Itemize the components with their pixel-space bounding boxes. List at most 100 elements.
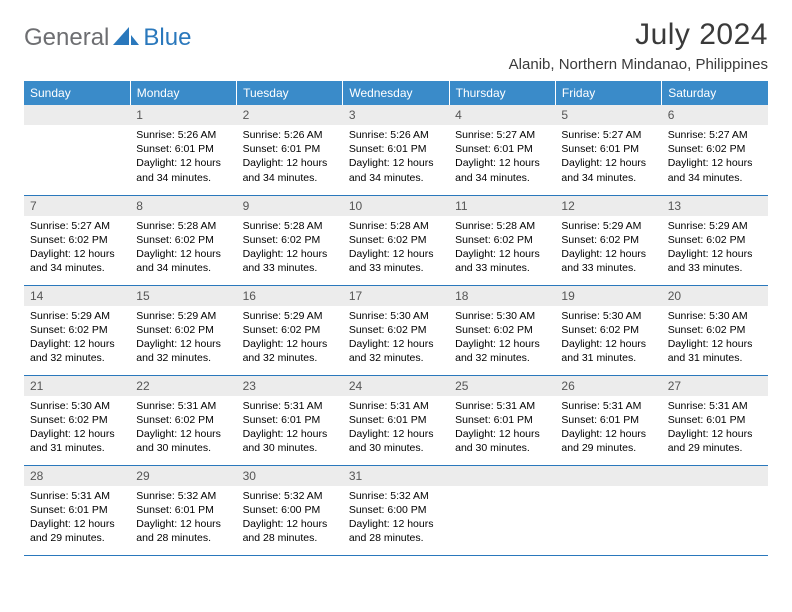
- sunset-text: Sunset: 6:02 PM: [136, 323, 230, 337]
- day-number: 1: [130, 105, 236, 125]
- calendar-page: General Blue July 2024 Alanib, Northern …: [0, 0, 792, 572]
- day-number: [24, 105, 130, 125]
- sunrise-text: Sunrise: 5:31 AM: [561, 399, 655, 413]
- sunrise-text: Sunrise: 5:28 AM: [455, 219, 549, 233]
- day-details: Sunrise: 5:30 AMSunset: 6:02 PMDaylight:…: [24, 396, 130, 462]
- day-details: Sunrise: 5:31 AMSunset: 6:01 PMDaylight:…: [662, 396, 768, 462]
- sunset-text: Sunset: 6:02 PM: [30, 413, 124, 427]
- sunset-text: Sunset: 6:02 PM: [243, 323, 337, 337]
- daylight-text: Daylight: 12 hours and 34 minutes.: [349, 156, 443, 184]
- day-details: Sunrise: 5:26 AMSunset: 6:01 PMDaylight:…: [237, 125, 343, 191]
- day-number: [555, 466, 661, 486]
- daylight-text: Daylight: 12 hours and 33 minutes.: [243, 247, 337, 275]
- sunset-text: Sunset: 6:02 PM: [561, 323, 655, 337]
- day-details: Sunrise: 5:29 AMSunset: 6:02 PMDaylight:…: [662, 216, 768, 282]
- day-number: 10: [343, 196, 449, 216]
- sunset-text: Sunset: 6:02 PM: [30, 233, 124, 247]
- weekday-header: Saturday: [662, 81, 768, 105]
- sunrise-text: Sunrise: 5:26 AM: [243, 128, 337, 142]
- calendar-day-cell: 5Sunrise: 5:27 AMSunset: 6:01 PMDaylight…: [555, 105, 661, 195]
- calendar-week-row: 14Sunrise: 5:29 AMSunset: 6:02 PMDayligh…: [24, 285, 768, 375]
- logo-text-blue: Blue: [143, 24, 191, 52]
- daylight-text: Daylight: 12 hours and 34 minutes.: [136, 247, 230, 275]
- day-number: 25: [449, 376, 555, 396]
- day-number: 7: [24, 196, 130, 216]
- daylight-text: Daylight: 12 hours and 32 minutes.: [136, 337, 230, 365]
- daylight-text: Daylight: 12 hours and 32 minutes.: [30, 337, 124, 365]
- day-details: Sunrise: 5:31 AMSunset: 6:01 PMDaylight:…: [237, 396, 343, 462]
- sunset-text: Sunset: 6:01 PM: [136, 142, 230, 156]
- day-details: Sunrise: 5:29 AMSunset: 6:02 PMDaylight:…: [130, 306, 236, 372]
- sunset-text: Sunset: 6:01 PM: [349, 413, 443, 427]
- sunrise-text: Sunrise: 5:31 AM: [30, 489, 124, 503]
- sunrise-text: Sunrise: 5:28 AM: [136, 219, 230, 233]
- calendar-day-cell: 23Sunrise: 5:31 AMSunset: 6:01 PMDayligh…: [237, 375, 343, 465]
- sunrise-text: Sunrise: 5:29 AM: [561, 219, 655, 233]
- calendar-day-cell: 21Sunrise: 5:30 AMSunset: 6:02 PMDayligh…: [24, 375, 130, 465]
- sunset-text: Sunset: 6:02 PM: [136, 413, 230, 427]
- calendar-day-cell: 4Sunrise: 5:27 AMSunset: 6:01 PMDaylight…: [449, 105, 555, 195]
- sunset-text: Sunset: 6:00 PM: [349, 503, 443, 517]
- calendar-day-cell: [449, 465, 555, 555]
- daylight-text: Daylight: 12 hours and 29 minutes.: [561, 427, 655, 455]
- calendar-day-cell: 25Sunrise: 5:31 AMSunset: 6:01 PMDayligh…: [449, 375, 555, 465]
- day-number: [449, 466, 555, 486]
- day-number: 31: [343, 466, 449, 486]
- calendar-week-row: 1Sunrise: 5:26 AMSunset: 6:01 PMDaylight…: [24, 105, 768, 195]
- day-details: Sunrise: 5:31 AMSunset: 6:01 PMDaylight:…: [449, 396, 555, 462]
- sunrise-text: Sunrise: 5:30 AM: [455, 309, 549, 323]
- day-details: Sunrise: 5:31 AMSunset: 6:01 PMDaylight:…: [24, 486, 130, 552]
- sunrise-text: Sunrise: 5:27 AM: [668, 128, 762, 142]
- day-details: Sunrise: 5:30 AMSunset: 6:02 PMDaylight:…: [343, 306, 449, 372]
- day-details: Sunrise: 5:28 AMSunset: 6:02 PMDaylight:…: [449, 216, 555, 282]
- calendar-week-row: 28Sunrise: 5:31 AMSunset: 6:01 PMDayligh…: [24, 465, 768, 555]
- day-number: 13: [662, 196, 768, 216]
- calendar-day-cell: 19Sunrise: 5:30 AMSunset: 6:02 PMDayligh…: [555, 285, 661, 375]
- day-details: Sunrise: 5:29 AMSunset: 6:02 PMDaylight:…: [24, 306, 130, 372]
- weekday-header: Monday: [130, 81, 236, 105]
- sunrise-text: Sunrise: 5:31 AM: [668, 399, 762, 413]
- day-details: Sunrise: 5:32 AMSunset: 6:00 PMDaylight:…: [237, 486, 343, 552]
- sunset-text: Sunset: 6:01 PM: [561, 142, 655, 156]
- day-number: 3: [343, 105, 449, 125]
- sunrise-text: Sunrise: 5:31 AM: [455, 399, 549, 413]
- daylight-text: Daylight: 12 hours and 28 minutes.: [243, 517, 337, 545]
- sunrise-text: Sunrise: 5:30 AM: [561, 309, 655, 323]
- daylight-text: Daylight: 12 hours and 31 minutes.: [561, 337, 655, 365]
- weekday-header: Wednesday: [343, 81, 449, 105]
- day-number: 4: [449, 105, 555, 125]
- sunset-text: Sunset: 6:01 PM: [30, 503, 124, 517]
- day-number: 24: [343, 376, 449, 396]
- calendar-day-cell: 2Sunrise: 5:26 AMSunset: 6:01 PMDaylight…: [237, 105, 343, 195]
- daylight-text: Daylight: 12 hours and 33 minutes.: [455, 247, 549, 275]
- daylight-text: Daylight: 12 hours and 30 minutes.: [243, 427, 337, 455]
- day-number: 9: [237, 196, 343, 216]
- calendar-week-row: 21Sunrise: 5:30 AMSunset: 6:02 PMDayligh…: [24, 375, 768, 465]
- calendar-day-cell: 16Sunrise: 5:29 AMSunset: 6:02 PMDayligh…: [237, 285, 343, 375]
- calendar-day-cell: 29Sunrise: 5:32 AMSunset: 6:01 PMDayligh…: [130, 465, 236, 555]
- sunrise-text: Sunrise: 5:32 AM: [349, 489, 443, 503]
- day-number: 21: [24, 376, 130, 396]
- sunset-text: Sunset: 6:02 PM: [349, 233, 443, 247]
- day-details: Sunrise: 5:30 AMSunset: 6:02 PMDaylight:…: [555, 306, 661, 372]
- calendar-day-cell: 1Sunrise: 5:26 AMSunset: 6:01 PMDaylight…: [130, 105, 236, 195]
- day-details: Sunrise: 5:32 AMSunset: 6:01 PMDaylight:…: [130, 486, 236, 552]
- sunset-text: Sunset: 6:01 PM: [136, 503, 230, 517]
- sunrise-text: Sunrise: 5:29 AM: [30, 309, 124, 323]
- day-number: 8: [130, 196, 236, 216]
- sunrise-text: Sunrise: 5:29 AM: [136, 309, 230, 323]
- day-number: 26: [555, 376, 661, 396]
- day-number: 17: [343, 286, 449, 306]
- calendar-day-cell: 14Sunrise: 5:29 AMSunset: 6:02 PMDayligh…: [24, 285, 130, 375]
- sunrise-text: Sunrise: 5:31 AM: [243, 399, 337, 413]
- daylight-text: Daylight: 12 hours and 29 minutes.: [30, 517, 124, 545]
- day-number: 11: [449, 196, 555, 216]
- sunset-text: Sunset: 6:01 PM: [455, 142, 549, 156]
- sunrise-text: Sunrise: 5:32 AM: [136, 489, 230, 503]
- day-details: Sunrise: 5:29 AMSunset: 6:02 PMDaylight:…: [237, 306, 343, 372]
- sunrise-text: Sunrise: 5:27 AM: [561, 128, 655, 142]
- day-number: 23: [237, 376, 343, 396]
- day-number: 28: [24, 466, 130, 486]
- sunset-text: Sunset: 6:01 PM: [668, 413, 762, 427]
- day-number: 5: [555, 105, 661, 125]
